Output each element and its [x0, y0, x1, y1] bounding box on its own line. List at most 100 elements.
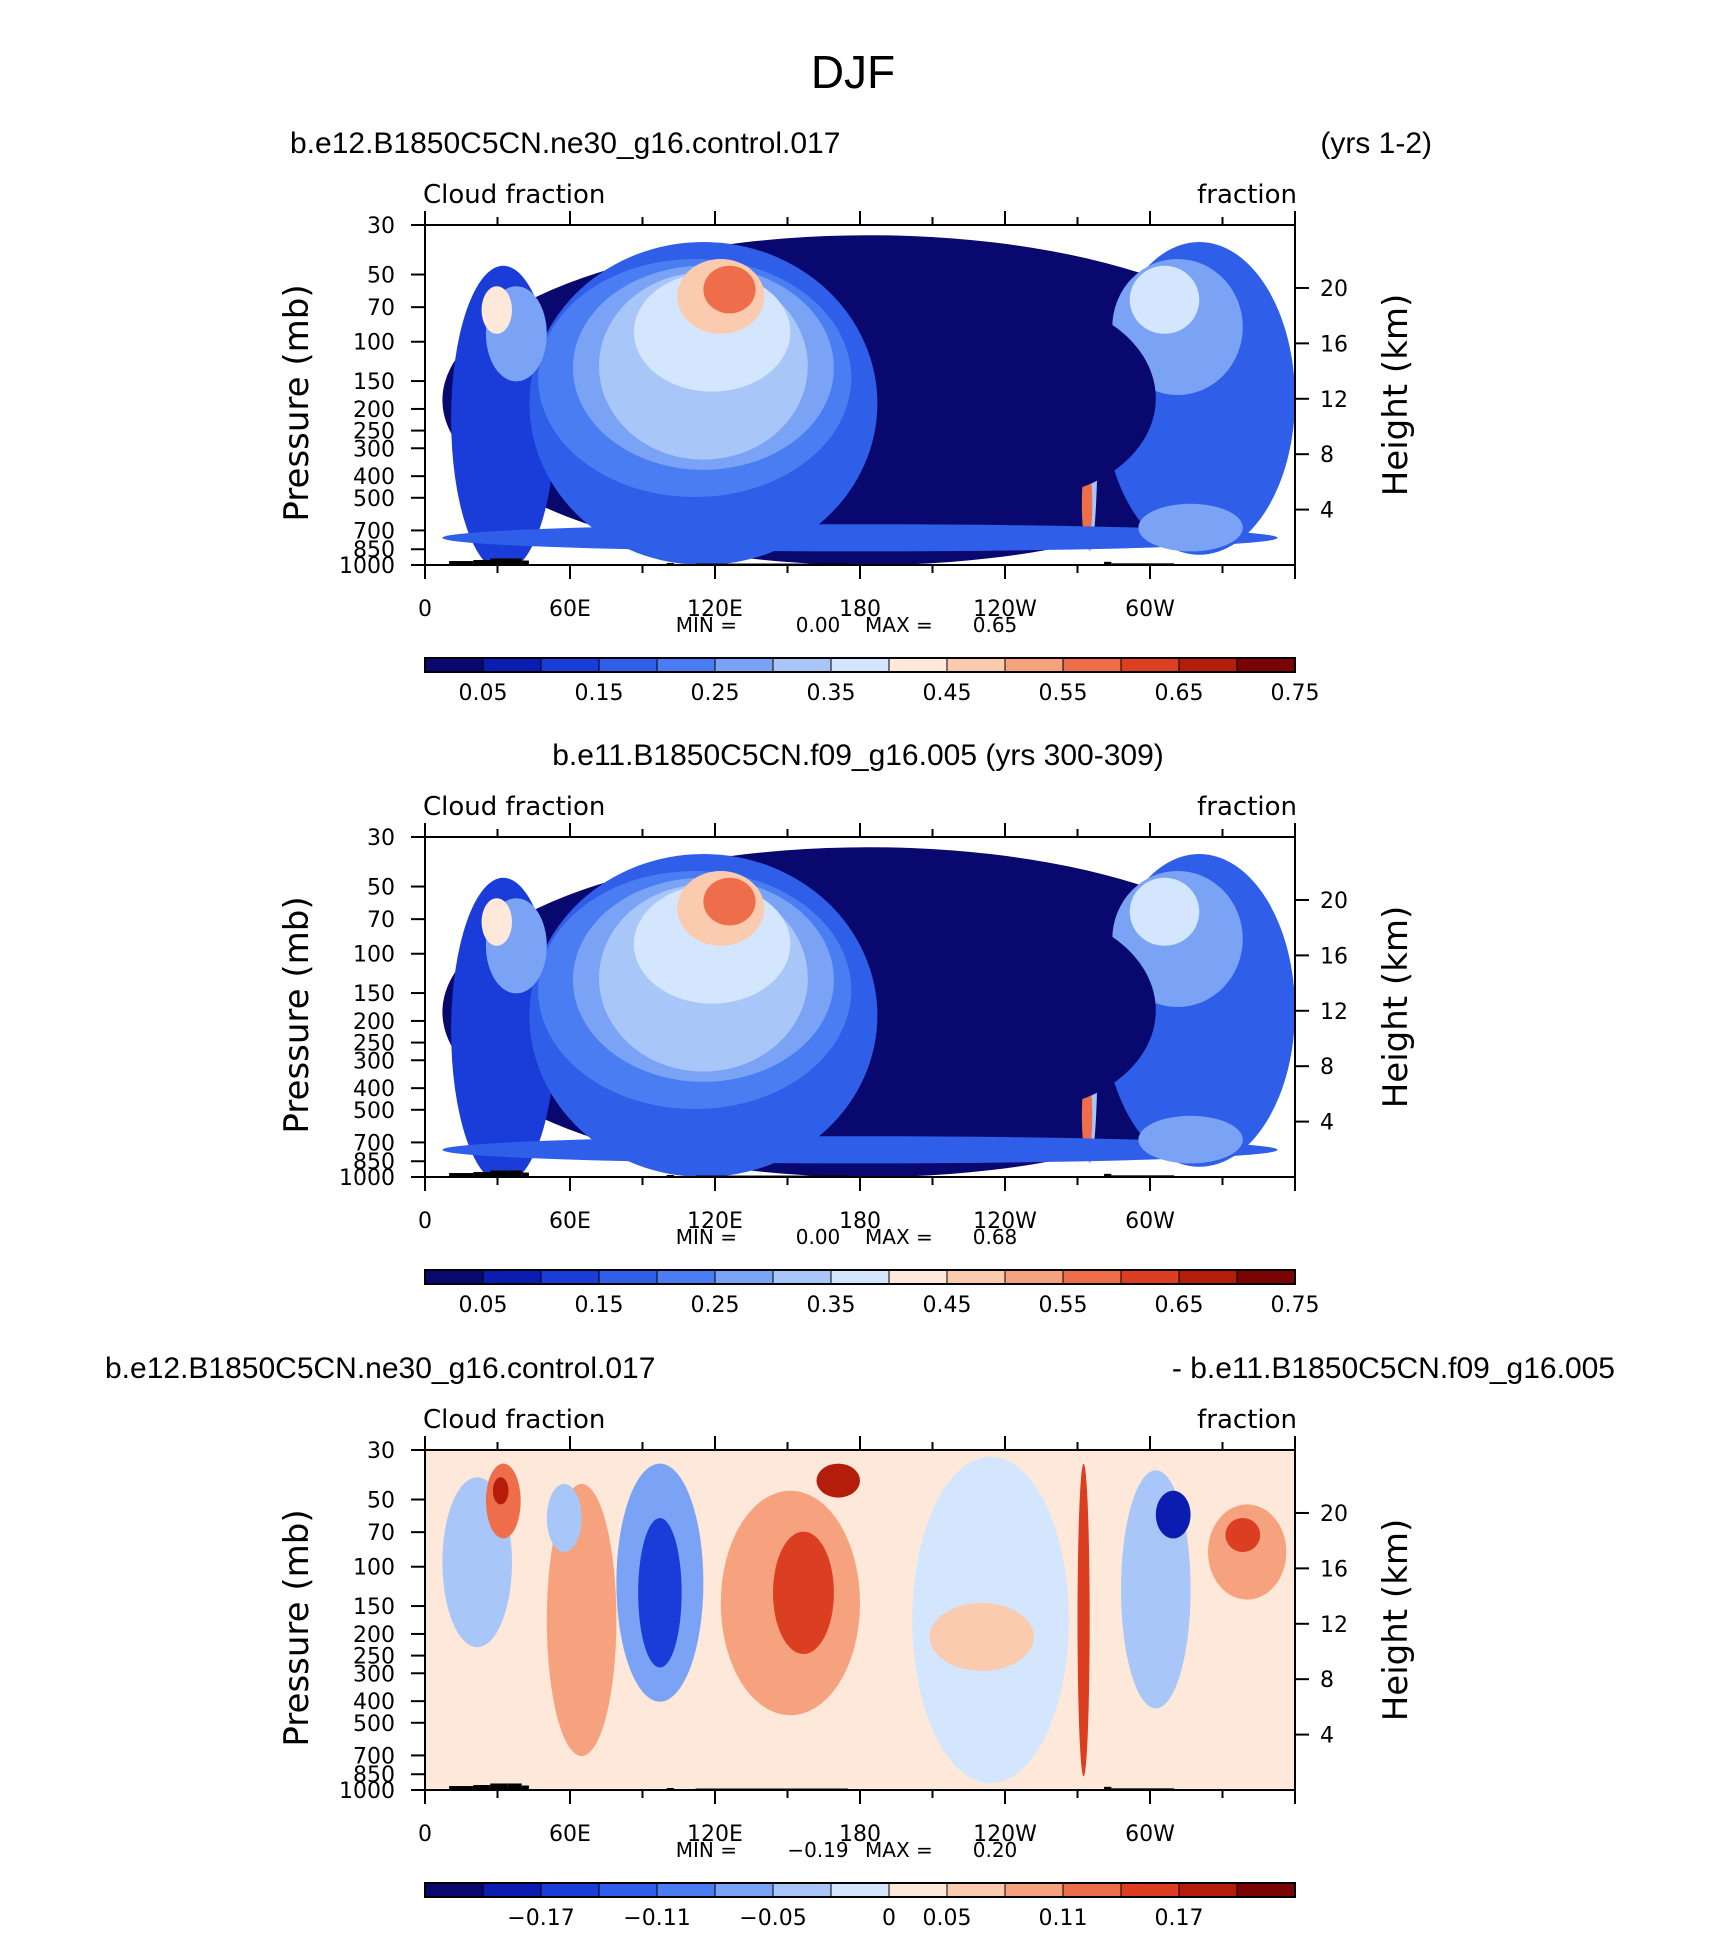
- panel-title-right: (yrs 1-2): [1320, 127, 1432, 160]
- colorbar-swatch: [1236, 657, 1296, 673]
- topography-mask: [507, 558, 522, 565]
- colorbar-label: 0.25: [691, 1293, 740, 1318]
- colorbar-swatch: [1120, 657, 1180, 673]
- max-value: 0.65: [973, 613, 1018, 637]
- max-label: MAX =: [865, 613, 933, 637]
- y-tick-label: 100: [353, 943, 395, 968]
- colorbar-swatch: [1062, 1882, 1122, 1898]
- y-tick-label: 30: [367, 826, 395, 851]
- colorbar-swatch: [946, 1269, 1006, 1285]
- x-tick-label: 60E: [549, 1822, 591, 1847]
- colorbar-swatch: [830, 657, 890, 673]
- max-value: 0.20: [973, 1838, 1018, 1862]
- contour-region: [481, 286, 512, 334]
- y-tick-label: 50: [367, 1489, 395, 1514]
- x-tick-label: 120W: [973, 1822, 1037, 1847]
- colorbar-label: 0.25: [691, 681, 740, 706]
- contour-region: [546, 1484, 582, 1552]
- colorbar-label: 0.45: [923, 1293, 972, 1318]
- colorbar-frame: [424, 1269, 1296, 1285]
- y-tick-label: 70: [367, 1521, 395, 1546]
- topography-mask: [521, 1785, 529, 1790]
- contour-region: [929, 1603, 1034, 1671]
- contour-region: [1138, 503, 1243, 552]
- colorbar: 0.05 0.15 0.25 0.35 0.45 0.55 0.65 0.75: [424, 1269, 1319, 1318]
- min-label: MIN =: [676, 613, 737, 637]
- topography-mask: [490, 558, 508, 565]
- x-axis: 0 60E 120E 180 120W 60W: [418, 211, 1296, 622]
- colorbar-swatch: [714, 1882, 774, 1898]
- colorbar-swatch: [1178, 1269, 1238, 1285]
- x-tick-label: 0: [418, 1209, 432, 1234]
- colorbar-swatch: [424, 657, 484, 673]
- height-tick-label: 4: [1320, 499, 1334, 524]
- panel-title-left: b.e12.B1850C5CN.ne30_g16.control.017: [290, 127, 840, 160]
- units-label: fraction: [1197, 792, 1297, 822]
- colorbar-swatch: [482, 1882, 542, 1898]
- y-tick-label: 200: [353, 398, 395, 423]
- y-tick-label: 300: [353, 1662, 395, 1687]
- colorbar-swatch: [656, 1269, 716, 1285]
- min-label: MIN =: [676, 1838, 737, 1862]
- y-tick-label: 150: [353, 982, 395, 1007]
- y-axis-title: Pressure (mb): [277, 284, 317, 521]
- colorbar-swatch: [714, 1269, 774, 1285]
- colorbar-label: 0.05: [459, 681, 508, 706]
- colorbar-label: 0.75: [1271, 681, 1320, 706]
- max-value: 0.68: [973, 1225, 1018, 1249]
- chart-panel-3: b.e12.B1850C5CN.ne30_g16.control.017 - b.…: [105, 1352, 1615, 1931]
- colorbar-swatch: [1120, 1882, 1180, 1898]
- y-tick-label: 700: [353, 1744, 395, 1769]
- colorbar-swatch: [598, 1269, 658, 1285]
- colorbar-label: 0.11: [1039, 1906, 1088, 1931]
- y-tick-label: 200: [353, 1010, 395, 1035]
- contour-region: [773, 1531, 834, 1654]
- contour-region: [816, 1463, 860, 1498]
- height-tick-label: 20: [1320, 1502, 1348, 1527]
- colorbar-swatch: [1004, 657, 1064, 673]
- colorbar-swatch: [888, 1882, 948, 1898]
- colorbar-label: 0.05: [459, 1293, 508, 1318]
- y-tick-label: 500: [353, 1712, 395, 1737]
- colorbar-swatch: [424, 1269, 484, 1285]
- contour-region: [1155, 1490, 1191, 1539]
- height-tick-label: 8: [1320, 1055, 1334, 1080]
- y-tick-label: 50: [367, 264, 395, 289]
- contour-region: [1138, 1115, 1243, 1164]
- colorbar-swatch: [1062, 1269, 1122, 1285]
- topography-mask: [507, 1783, 522, 1790]
- colorbar-label: 0.35: [807, 1293, 856, 1318]
- colorbar-label: 0: [882, 1906, 896, 1931]
- y-tick-label: 250: [353, 1645, 395, 1670]
- colorbar-swatch: [1178, 657, 1238, 673]
- colorbar-label: 0.45: [923, 681, 972, 706]
- height-tick-label: 4: [1320, 1111, 1334, 1136]
- colorbar-label: 0.65: [1155, 1293, 1204, 1318]
- x-tick-label: 120E: [687, 1209, 743, 1234]
- y-tick-label: 500: [353, 1099, 395, 1124]
- chart-panel-1: b.e12.B1850C5CN.ne30_g16.control.017 (yrs…: [277, 127, 1432, 706]
- units-label: fraction: [1197, 180, 1297, 210]
- colorbar-label: 0.17: [1155, 1906, 1204, 1931]
- colorbar-swatch: [1004, 1882, 1064, 1898]
- variable-label: Cloud fraction: [423, 1405, 605, 1435]
- height-tick-label: 8: [1320, 1668, 1334, 1693]
- y-tick-label: 400: [353, 1077, 395, 1102]
- contour-region: [442, 524, 1278, 552]
- y-tick-label: 200: [353, 1623, 395, 1648]
- colorbar-swatch: [830, 1269, 890, 1285]
- topography-mask: [449, 561, 474, 565]
- topography-mask: [521, 1172, 529, 1177]
- topography-mask: [473, 1172, 491, 1177]
- colorbar-swatch: [1120, 1269, 1180, 1285]
- x-axis: 0 60E 120E 180 120W 60W: [418, 1436, 1296, 1847]
- colorbar-label: −0.11: [623, 1906, 690, 1931]
- units-label: fraction: [1197, 1405, 1297, 1435]
- contour-region: [492, 1477, 509, 1505]
- topography-mask: [507, 1170, 522, 1177]
